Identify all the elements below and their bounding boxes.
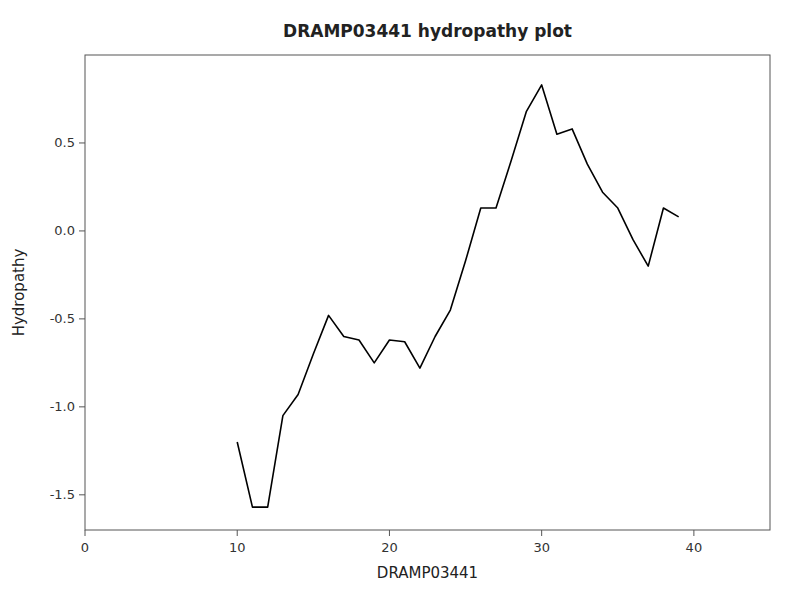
x-tick-label: 20 (381, 540, 398, 555)
y-tick (79, 230, 85, 231)
y-tick (79, 142, 85, 143)
x-tick (389, 530, 390, 536)
data-line (237, 85, 678, 507)
x-tick-label: 0 (81, 540, 89, 555)
plot-frame (85, 55, 770, 530)
y-tick-label: -0.5 (50, 311, 75, 326)
y-tick-label: 0.0 (54, 223, 75, 238)
chart-title: DRAMP03441 hydropathy plot (283, 21, 572, 41)
y-tick-label: -1.0 (50, 399, 75, 414)
x-tick (541, 530, 542, 536)
x-tick-label: 40 (686, 540, 703, 555)
y-tick-label: 0.5 (54, 135, 75, 150)
x-tick (693, 530, 694, 536)
data-layer (237, 85, 678, 507)
x-tick-label: 10 (229, 540, 246, 555)
y-tick (79, 406, 85, 407)
y-tick (79, 494, 85, 495)
plot-background (85, 55, 770, 530)
chart-container: 0 10 20 30 40 -1.5 -1.0 -0.5 0.0 0.5 DRAMP03441 hy… (0, 0, 800, 600)
axes: 0 10 20 30 40 -1.5 -1.0 -0.5 0.0 0.5 (50, 55, 770, 555)
x-tick (85, 530, 86, 536)
y-tick (79, 318, 85, 319)
chart-svg: 0 10 20 30 40 -1.5 -1.0 -0.5 0.0 0.5 DRAMP03441 hy… (0, 0, 800, 600)
x-tick-label: 30 (533, 540, 550, 555)
y-axis-label: Hydropathy (10, 249, 28, 337)
y-tick-label: -1.5 (50, 487, 75, 502)
x-axis-label: DRAMP03441 (377, 564, 478, 582)
x-tick (237, 530, 238, 536)
